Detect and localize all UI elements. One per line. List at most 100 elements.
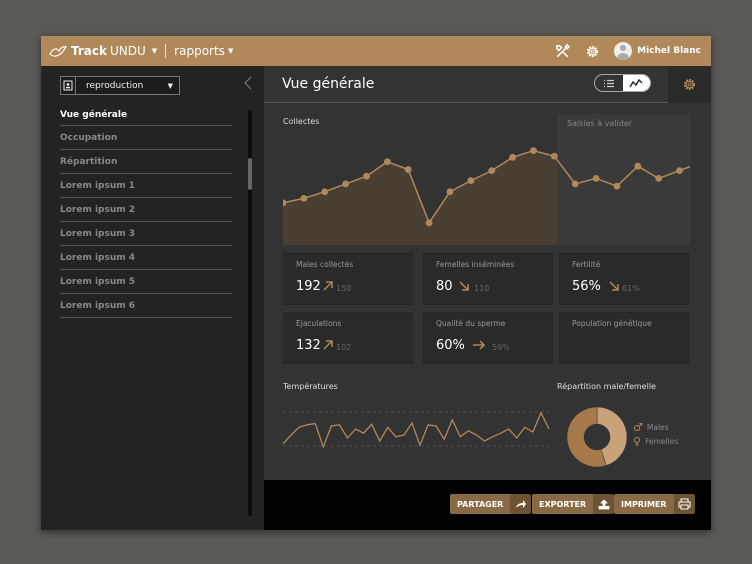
collectes-point <box>634 162 642 170</box>
tools-icon[interactable] <box>554 43 570 59</box>
collectes-area <box>283 150 557 245</box>
collectes-point <box>446 188 454 196</box>
kpi-femelles-inseminees[interactable]: Femelles inséminées 80 110 <box>423 253 553 305</box>
kpi-label: Males collectés <box>296 260 354 269</box>
saisies-label: Saisies à valider <box>567 119 633 128</box>
sidebar-menu: Vue générale Occupation Répartition Lore… <box>60 104 232 318</box>
list-view-button[interactable] <box>595 75 623 91</box>
legend-femelles: ♀ Femelles <box>633 435 679 448</box>
temperatures-chart: Températures <box>283 378 551 478</box>
sidebar-scrollbar[interactable] <box>248 110 252 516</box>
trend-up-icon <box>323 340 333 350</box>
sidebar-item-lorem-3[interactable]: Lorem ipsum 3 <box>60 222 232 246</box>
sidebar-item-lorem-2[interactable]: Lorem ipsum 2 <box>60 198 232 222</box>
share-button[interactable]: PARTAGER <box>450 494 532 514</box>
avatar[interactable] <box>614 42 633 60</box>
settings-button[interactable] <box>668 66 711 103</box>
share-icon <box>510 494 532 514</box>
user-name[interactable]: Michel Blanc <box>637 46 701 56</box>
collectes-chart: Collectes Saisies à valider <box>283 114 690 248</box>
page-title: Vue générale <box>282 76 375 92</box>
collectes-point <box>425 219 433 227</box>
collectes-point <box>488 167 496 175</box>
trend-up-icon <box>323 281 333 291</box>
collectes-point <box>363 172 370 180</box>
temperatures-line <box>283 411 550 449</box>
sidebar: reproduction ▼ Vue générale Occupation R… <box>41 66 264 530</box>
id-badge-icon <box>61 77 76 94</box>
kpi-value: 132 <box>296 338 321 353</box>
bird-logo-icon <box>49 46 67 57</box>
trend-down-icon <box>609 281 619 291</box>
collectes-point <box>550 152 558 160</box>
export-icon <box>593 494 615 514</box>
main-panel: Vue générale Collectes Saisies à valider <box>264 66 711 530</box>
collectes-point <box>404 166 412 173</box>
collectes-point <box>571 180 579 188</box>
kpi-label: Ejaculations <box>296 319 342 328</box>
kpi-ejaculations[interactable]: Ejaculations 132 102 <box>283 312 413 364</box>
collectes-point <box>321 188 329 196</box>
kpi-fertilite[interactable]: Fertilité 56% 61% <box>559 253 689 305</box>
trend-down-icon <box>459 281 469 291</box>
section-label: rapports <box>174 44 225 58</box>
repartition-chart: Répartition male/femelle ♂ Males ♀ Femel… <box>557 378 697 478</box>
export-button[interactable]: EXPORTER <box>532 494 615 514</box>
repartition-label: Répartition male/femelle <box>557 382 656 391</box>
temperatures-label: Températures <box>283 382 338 391</box>
collectes-point <box>676 167 683 175</box>
brand-menu[interactable]: Track UNDU ▼ <box>49 44 157 58</box>
kpi-value: 56% <box>572 279 601 294</box>
sidebar-item-vue-generale[interactable]: Vue générale <box>60 104 232 126</box>
collectes-point <box>383 158 391 166</box>
kpi-value: 80 <box>436 279 453 294</box>
kpi-qualite-sperme[interactable]: Qualité du sperme 60% 59% <box>423 312 553 364</box>
chevron-left-icon[interactable] <box>243 76 252 94</box>
print-icon <box>673 494 695 514</box>
sidebar-item-occupation[interactable]: Occupation <box>60 126 232 150</box>
list-icon <box>603 79 614 87</box>
category-select[interactable]: reproduction ▼ <box>60 76 180 95</box>
chevron-down-icon: ▼ <box>227 47 234 55</box>
kpi-previous: 150 <box>336 284 352 293</box>
kpi-males-collectes[interactable]: Males collectés 192 150 <box>283 253 413 305</box>
top-bar: Track UNDU ▼ rapports ▼ Michel Blanc <box>41 36 711 66</box>
main-header: Vue générale <box>264 66 711 103</box>
gear-icon <box>683 78 696 91</box>
kpi-population-genetique[interactable]: Population génétique <box>559 312 689 364</box>
kpi-label: Qualité du sperme <box>436 319 506 328</box>
view-toggle <box>594 74 651 92</box>
gear-icon[interactable] <box>584 43 600 59</box>
footer-bar: PARTAGER EXPORTER IMPRIMER <box>264 480 711 530</box>
sidebar-item-lorem-1[interactable]: Lorem ipsum 1 <box>60 174 232 198</box>
kpi-label: Femelles inséminées <box>436 260 515 269</box>
collectes-point <box>592 175 600 182</box>
collectes-point <box>342 180 350 188</box>
trend-flat-icon <box>473 340 486 350</box>
kpi-previous: 110 <box>474 284 490 293</box>
female-icon: ♀ <box>633 435 642 448</box>
kpi-previous: 59% <box>492 343 510 352</box>
male-icon: ♂ <box>633 421 643 434</box>
donut-slice-males <box>596 406 628 466</box>
kpi-value: 60% <box>436 338 465 353</box>
chart-view-button[interactable] <box>622 75 650 91</box>
sidebar-item-lorem-5[interactable]: Lorem ipsum 5 <box>60 270 232 294</box>
sidebar-item-lorem-4[interactable]: Lorem ipsum 4 <box>60 246 232 270</box>
kpi-previous: 61% <box>622 284 640 293</box>
collectes-point <box>509 153 516 161</box>
sidebar-item-lorem-6[interactable]: Lorem ipsum 6 <box>60 294 232 318</box>
sidebar-item-repartition[interactable]: Répartition <box>60 150 232 174</box>
kpi-previous: 102 <box>336 343 352 352</box>
section-menu[interactable]: rapports ▼ <box>174 44 233 58</box>
collectes-point <box>530 147 537 155</box>
kpi-value: 192 <box>296 279 321 294</box>
kpi-label: Population génétique <box>572 319 652 328</box>
print-button[interactable]: IMPRIMER <box>614 494 695 514</box>
line-chart-icon <box>629 78 643 87</box>
collectes-point <box>613 182 621 190</box>
scrollbar-thumb[interactable] <box>248 158 252 190</box>
select-value: reproduction <box>86 80 144 91</box>
collectes-label: Collectes <box>283 117 320 126</box>
collectes-point <box>300 194 308 202</box>
